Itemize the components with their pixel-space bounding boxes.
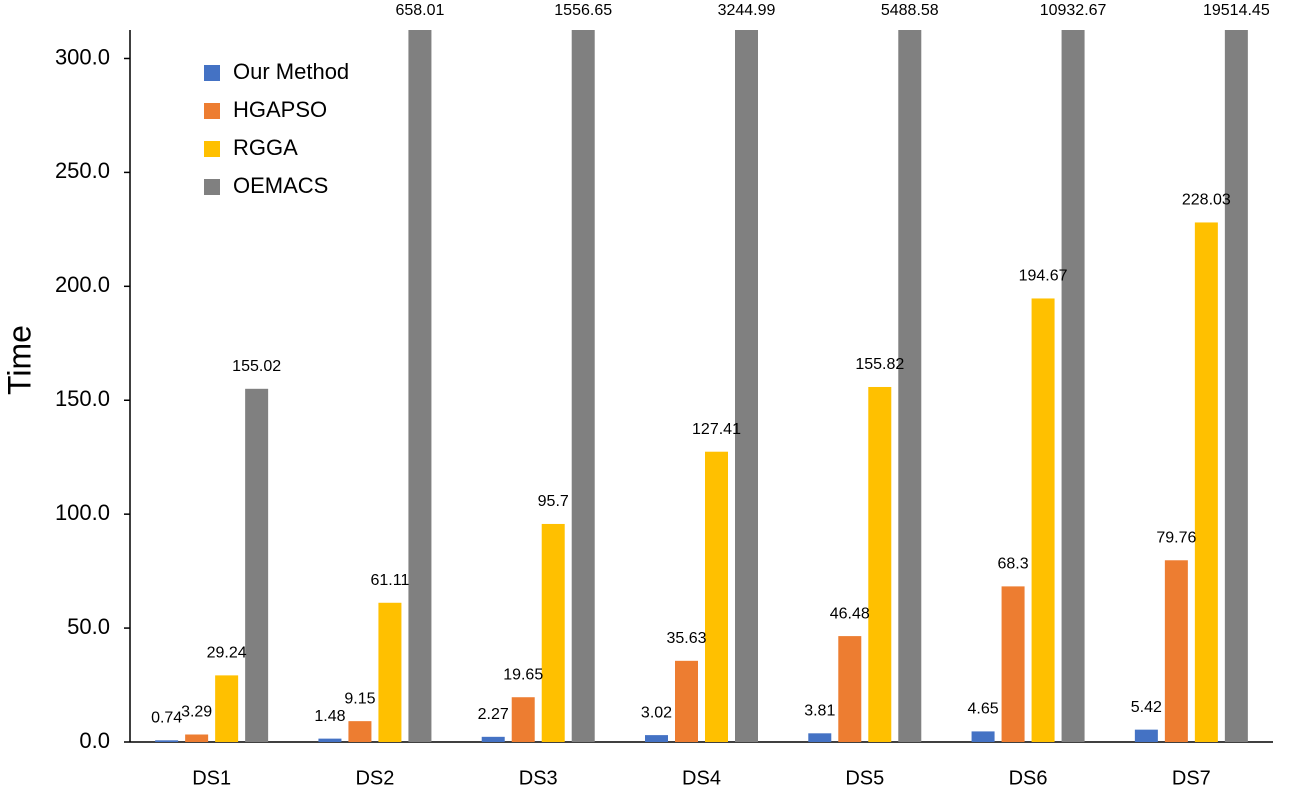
data-label: 10932.67 bbox=[1040, 2, 1107, 19]
x-tick-label: DS4 bbox=[682, 767, 721, 789]
bar bbox=[245, 388, 269, 742]
bar bbox=[898, 30, 922, 742]
data-label: 9.15 bbox=[344, 690, 375, 707]
data-label: 68.3 bbox=[998, 556, 1029, 573]
data-label: 19514.45 bbox=[1203, 2, 1270, 19]
bar bbox=[868, 386, 892, 742]
data-label: 79.76 bbox=[1156, 529, 1196, 546]
data-label: 3.81 bbox=[804, 703, 835, 720]
data-label: 95.7 bbox=[538, 493, 569, 510]
data-label: 0.74 bbox=[151, 710, 182, 727]
y-tick-label: 0.0 bbox=[79, 728, 110, 753]
data-label: 155.02 bbox=[232, 358, 281, 375]
data-label: 3.29 bbox=[181, 704, 212, 721]
legend-label: OEMACS bbox=[233, 173, 328, 198]
y-tick-label: 200.0 bbox=[55, 272, 110, 297]
bar bbox=[348, 721, 372, 742]
bar bbox=[1194, 222, 1218, 742]
bar bbox=[675, 660, 698, 742]
y-tick-label: 100.0 bbox=[55, 500, 110, 525]
bar bbox=[215, 675, 239, 742]
bar bbox=[1001, 586, 1025, 742]
y-tick-label: 150.0 bbox=[55, 386, 110, 411]
x-tick-label: DS5 bbox=[845, 767, 884, 789]
data-label: 5488.58 bbox=[881, 2, 939, 19]
bar bbox=[808, 733, 832, 742]
x-tick-label: DS7 bbox=[1172, 767, 1211, 789]
data-label: 35.63 bbox=[666, 630, 706, 647]
data-label: 4.65 bbox=[968, 701, 999, 718]
bar bbox=[155, 740, 179, 742]
bar bbox=[971, 731, 995, 742]
data-label: 194.67 bbox=[1019, 268, 1068, 285]
bars bbox=[155, 30, 1248, 742]
bar bbox=[481, 736, 505, 742]
legend-swatch bbox=[204, 179, 220, 195]
legend-swatch bbox=[204, 141, 220, 157]
data-label: 46.48 bbox=[830, 605, 870, 622]
data-label: 155.82 bbox=[855, 356, 904, 373]
data-label: 29.24 bbox=[207, 645, 247, 662]
bar bbox=[645, 735, 668, 742]
bar bbox=[1134, 729, 1158, 742]
bar bbox=[838, 636, 862, 742]
x-tick-label: DS3 bbox=[519, 767, 558, 789]
bar bbox=[1061, 30, 1085, 742]
legend-swatch bbox=[204, 103, 220, 119]
data-label: 19.65 bbox=[503, 666, 543, 683]
x-tick-label: DS6 bbox=[1009, 767, 1048, 789]
data-label: 5.42 bbox=[1131, 699, 1162, 716]
x-tick-label: DS2 bbox=[355, 767, 394, 789]
legend-label: HGAPSO bbox=[233, 97, 327, 122]
data-label: 3244.99 bbox=[718, 2, 776, 19]
bar bbox=[1164, 560, 1188, 742]
bar bbox=[735, 30, 758, 742]
data-label: 658.01 bbox=[395, 2, 444, 19]
data-label: 127.41 bbox=[692, 421, 741, 438]
bar bbox=[1031, 298, 1055, 742]
bar bbox=[318, 738, 342, 742]
legend-label: Our Method bbox=[233, 59, 349, 84]
data-label: 228.03 bbox=[1182, 192, 1231, 209]
bar bbox=[1224, 30, 1248, 742]
bar bbox=[541, 523, 565, 742]
data-label: 3.02 bbox=[641, 704, 672, 721]
y-tick-label: 50.0 bbox=[67, 614, 110, 639]
legend-label: RGGA bbox=[233, 135, 298, 160]
y-tick-label: 250.0 bbox=[55, 158, 110, 183]
bar bbox=[408, 30, 432, 742]
y-tick-label: 300.0 bbox=[55, 44, 110, 69]
data-label: 1.48 bbox=[314, 708, 345, 725]
bar bbox=[705, 451, 728, 742]
x-tick-label: DS1 bbox=[192, 767, 231, 789]
data-label: 2.27 bbox=[478, 706, 509, 723]
bar bbox=[571, 30, 595, 742]
data-label: 61.11 bbox=[370, 572, 409, 589]
bar bbox=[185, 734, 209, 742]
legend-swatch bbox=[204, 65, 220, 81]
data-label: 1556.65 bbox=[554, 2, 612, 19]
bar bbox=[378, 602, 402, 742]
bar bbox=[511, 697, 535, 742]
y-axis-label: Time bbox=[1, 325, 37, 395]
